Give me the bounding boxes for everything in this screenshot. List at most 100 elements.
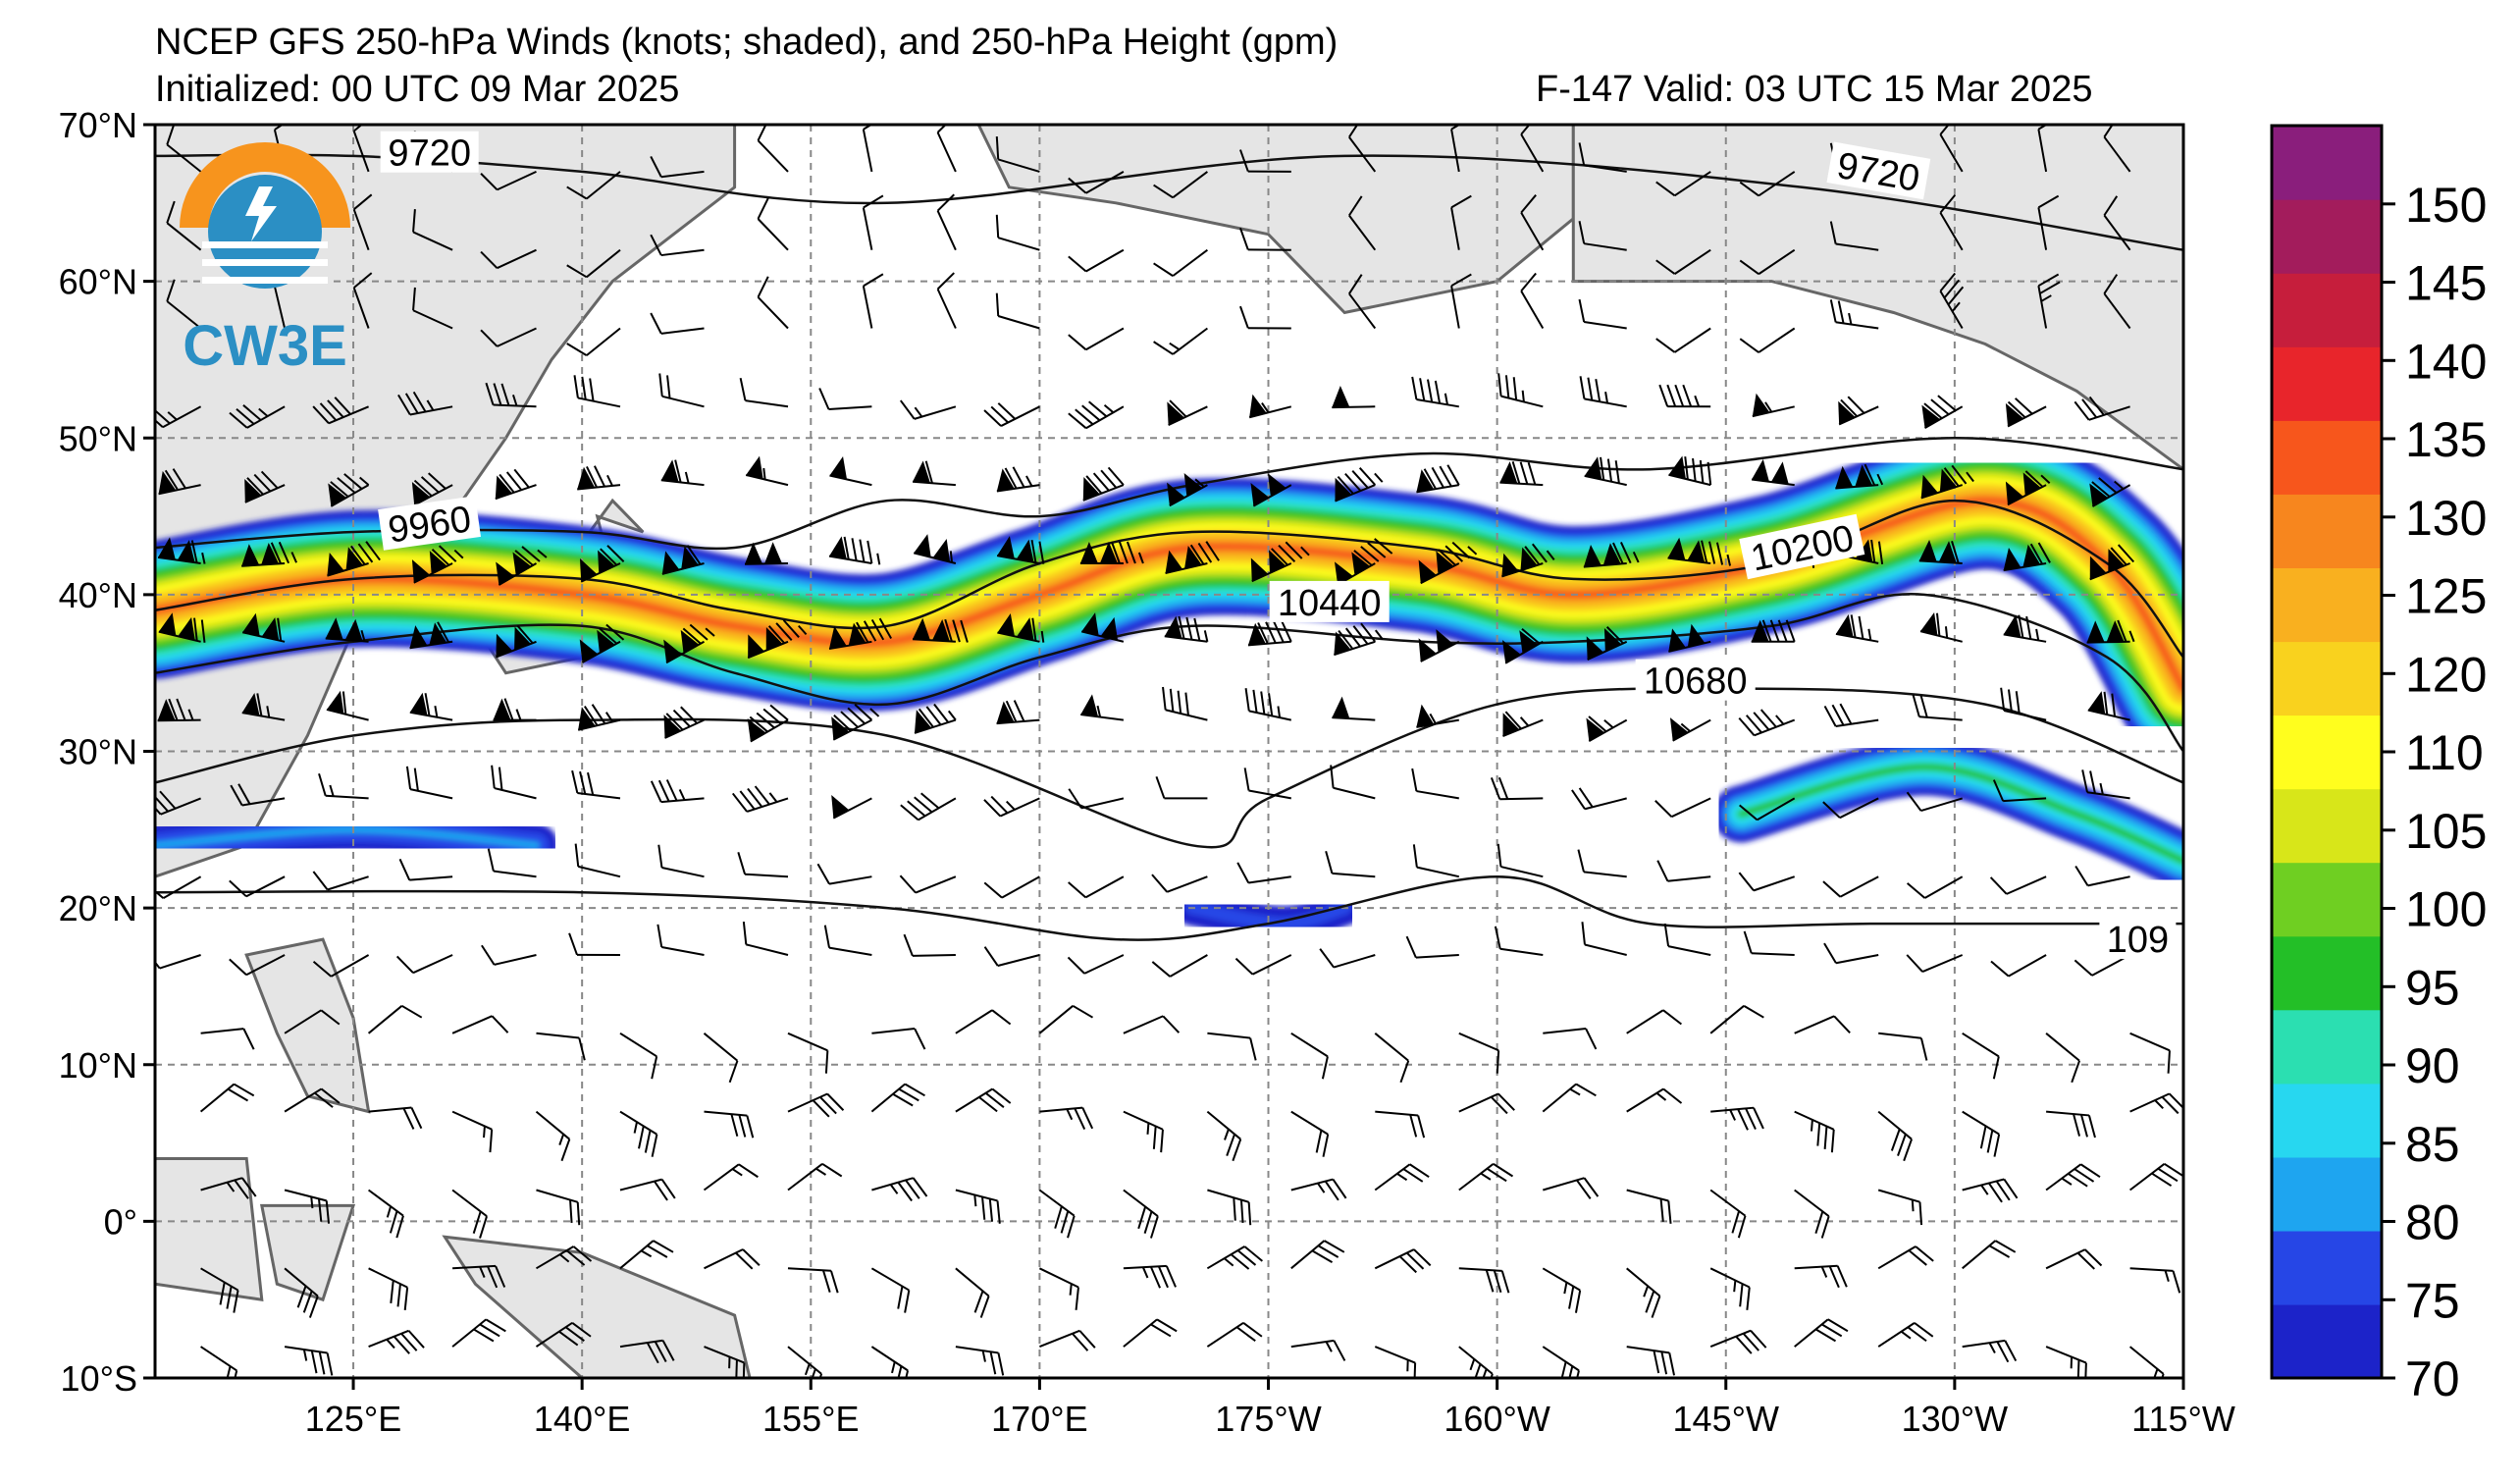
- contour-label: 9720: [1826, 141, 1931, 200]
- wind-barb: [744, 542, 789, 565]
- wind-barb: [409, 621, 453, 650]
- lon-tick-label: 115°W: [2131, 1399, 2235, 1439]
- wind-barb: [870, 1083, 925, 1113]
- height-contour: [155, 499, 2183, 659]
- wind-barb: [1578, 221, 1627, 251]
- wind-barb: [757, 125, 789, 173]
- wind-barb: [1878, 1032, 1928, 1061]
- colorbar-label: 135: [2405, 412, 2487, 467]
- height-contour: [155, 687, 2183, 849]
- wind-barb: [1794, 1110, 1835, 1153]
- cw3e-logo: CW3E: [180, 142, 350, 378]
- wind-barb: [828, 536, 881, 565]
- wind-barb: [995, 214, 1040, 251]
- wind-barb: [1577, 849, 1627, 878]
- wind-barb: [650, 155, 705, 179]
- wind-barb: [1348, 125, 1377, 173]
- wind-barb: [1667, 537, 1732, 566]
- wind-barb: [650, 312, 705, 335]
- wind-barb: [451, 1015, 509, 1034]
- wind-barb: [1668, 623, 1711, 653]
- wind-barb: [451, 1189, 489, 1239]
- wind-barb: [1502, 711, 1544, 737]
- wind-barb: [996, 700, 1040, 725]
- wind-barb: [2037, 273, 2061, 329]
- wind-barb: [1877, 1245, 1934, 1270]
- landmass: [259, 1203, 356, 1302]
- lat-tick-label: 70°N: [59, 105, 137, 145]
- wind-barb: [397, 391, 453, 416]
- wind-barb: [1206, 1321, 1263, 1348]
- wind-barb: [284, 1346, 334, 1376]
- wind-barb: [1068, 875, 1125, 899]
- colorbar-swatch: [2272, 346, 2382, 421]
- init-time: Initialized: 00 UTC 09 Mar 2025: [155, 69, 680, 110]
- wind-barb: [1068, 171, 1125, 194]
- wind-barb: [412, 287, 453, 330]
- jet-band: [1738, 764, 2183, 865]
- wind-barb: [284, 1189, 331, 1224]
- wind-barb: [1739, 171, 1796, 197]
- valid-time: F-147 Valid: 03 UTC 15 Mar 2025: [1536, 69, 2093, 110]
- wind-barb: [1068, 248, 1125, 273]
- wind-barb: [742, 921, 789, 956]
- colorbar-swatch: [2272, 1083, 2382, 1158]
- wind-barb: [312, 954, 370, 978]
- wind-barb: [913, 534, 957, 564]
- wind-barb: [903, 933, 956, 957]
- wind-barb: [493, 698, 537, 721]
- wind-barb: [1794, 1189, 1830, 1239]
- wind-barb: [1626, 1346, 1676, 1376]
- jet-core: [1174, 890, 1363, 942]
- wind-barb: [1458, 1162, 1514, 1192]
- wind-barb: [757, 197, 789, 251]
- wind-barb: [1244, 688, 1292, 721]
- wind-barb: [2087, 691, 2130, 721]
- wind-barb: [1822, 797, 1879, 820]
- colorbar-label: 140: [2405, 334, 2487, 389]
- wind-barb: [1325, 851, 1376, 878]
- wind-barb: [2037, 194, 2060, 250]
- wind-barb: [1243, 768, 1291, 800]
- wind-barb: [451, 1318, 506, 1348]
- wind-barb: [2045, 1033, 2080, 1084]
- colorbar-swatch: [2272, 1230, 2382, 1305]
- wind-barb: [158, 612, 206, 643]
- wind-barb: [155, 949, 201, 970]
- landmass: [155, 1157, 264, 1301]
- wind-barb: [912, 617, 969, 643]
- colorbar-swatch: [2272, 420, 2382, 495]
- wind-barb: [1794, 1264, 1848, 1289]
- wind-barb: [1663, 923, 1711, 956]
- wind-barb: [166, 125, 202, 173]
- wind-barb: [579, 545, 625, 583]
- wind-barb: [1501, 627, 1544, 664]
- wind-barb: [535, 1110, 571, 1162]
- logo-bolt-icon: [245, 186, 277, 241]
- colorbar-swatch: [2272, 1156, 2382, 1232]
- wind-barb: [997, 612, 1045, 643]
- wind-barb: [451, 1110, 494, 1153]
- wind-barb: [1038, 1004, 1094, 1034]
- wind-barb: [284, 1009, 341, 1034]
- wind-barb: [566, 327, 621, 356]
- wind-barb: [1375, 1110, 1426, 1139]
- wind-barb: [1921, 395, 1964, 430]
- wind-barb: [566, 248, 621, 279]
- wind-barb: [566, 171, 621, 200]
- wind-barb: [1743, 930, 1795, 956]
- wind-barb: [1962, 1032, 2000, 1080]
- wind-barb: [663, 623, 715, 664]
- wind-barb: [1655, 248, 1711, 275]
- wind-barb: [1151, 874, 1208, 893]
- wind-barb: [739, 377, 789, 408]
- wind-barb: [899, 874, 957, 894]
- wind-barb: [284, 1267, 319, 1318]
- lat-tick-label: 50°N: [59, 418, 137, 458]
- wind-barb: [2129, 1032, 2171, 1074]
- wind-barb: [1709, 1267, 1751, 1310]
- wind-barb: [368, 1329, 425, 1354]
- wind-barb: [1877, 1189, 1923, 1226]
- wind-barb: [1709, 1189, 1747, 1239]
